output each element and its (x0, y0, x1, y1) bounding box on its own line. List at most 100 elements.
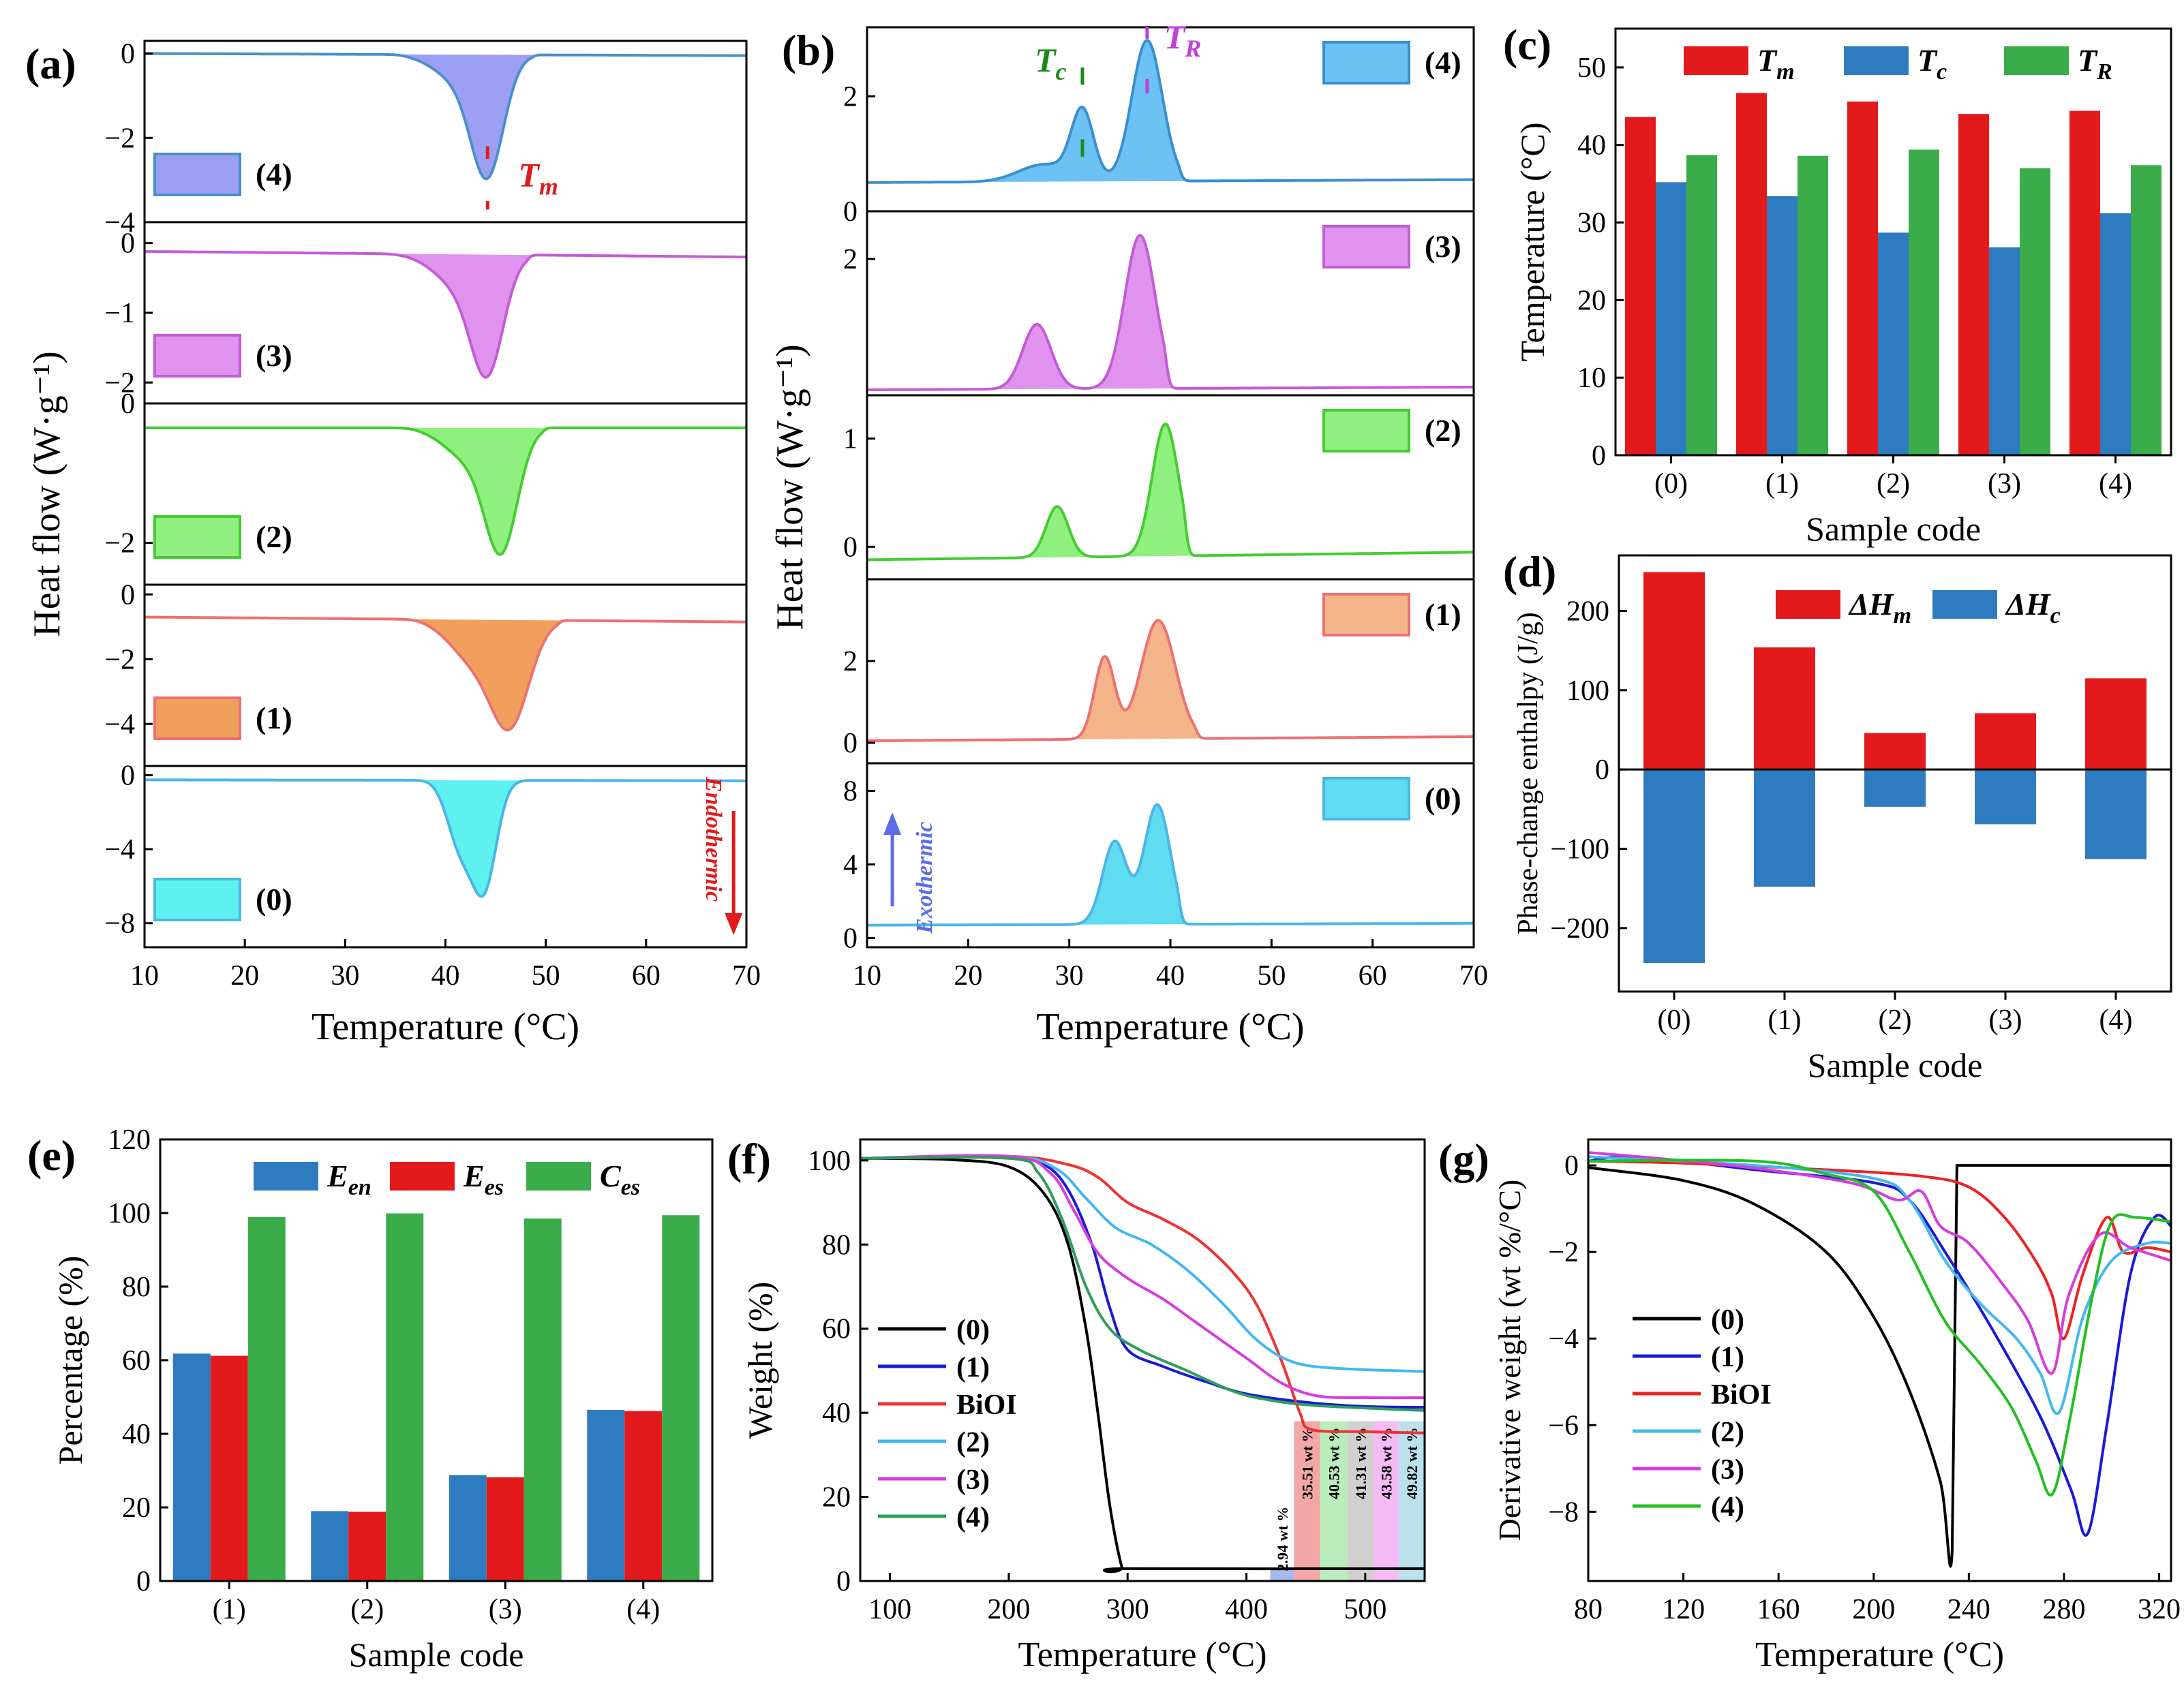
x-tick-label: 500 (1344, 1594, 1386, 1625)
legend-swatch (153, 334, 241, 378)
bar-ΔHm-(0) (1643, 572, 1705, 770)
wt-annotation: 35.51 wt % (1299, 1427, 1316, 1499)
peak-area-(4) (958, 40, 1187, 183)
legend-swatch (153, 878, 241, 921)
legend-label-(4): (4) (956, 1502, 990, 1533)
legend-label-(3): (3) (1711, 1454, 1744, 1486)
legend-label-BiOI: BiOI (956, 1390, 1017, 1421)
peak-area-(4) (385, 54, 540, 179)
legend-swatch (153, 153, 241, 196)
bar-ΔHc-(1) (1754, 769, 1815, 887)
series-line-(4) (1588, 1158, 2172, 1497)
x-tick-label: 60 (1359, 960, 1387, 992)
bar-TR-(2) (1909, 149, 1939, 455)
x-tick-label: 10 (130, 960, 159, 992)
exothermic-label: Exothermic (912, 822, 937, 934)
y-tick-label: 1 (843, 424, 858, 455)
legend-label-(3): (3) (956, 1464, 990, 1496)
y-tick-label: 40 (122, 1419, 151, 1450)
x-tick-label: 10 (853, 960, 881, 992)
tr-annotation: TR (1164, 18, 1202, 62)
series-line-(0) (860, 1156, 1425, 1574)
peak-area-(1) (978, 620, 1203, 740)
y-tick-label: 8 (843, 776, 858, 808)
curve-(1) (867, 619, 1474, 742)
bar-Ees-(3) (486, 1477, 524, 1581)
wt-annotation: 43.58 wt % (1378, 1427, 1395, 1499)
x-axis-label: Temperature (°C) (1036, 1006, 1304, 1048)
peak-area-(3) (375, 254, 535, 378)
legend-label: (3) (256, 338, 292, 373)
legend-swatch-Tc (1844, 46, 1909, 75)
y-axis-label: Weight (%) (741, 1282, 779, 1439)
subplot-a-2: 0 −2 (2) (104, 388, 748, 586)
y-tick-label: 30 (1577, 208, 1606, 239)
y-tick-label: 0 (843, 923, 858, 955)
x-tick-label: 100 (868, 1594, 911, 1625)
y-tick-label: 0 (1592, 440, 1606, 472)
curve-(4) (867, 38, 1474, 184)
legend-label: (2) (1425, 413, 1461, 448)
bar-Ees-(1) (210, 1355, 248, 1581)
y-tick-label: −8 (104, 908, 135, 940)
legend-swatch-Tm (1684, 46, 1748, 75)
x-tick-label: (4) (2099, 1004, 2133, 1036)
curve-(1) (145, 615, 746, 732)
legend-label-(2): (2) (956, 1427, 990, 1458)
panel-label: (c) (1503, 20, 1551, 69)
y-tick-label: 10 (1577, 363, 1606, 394)
y-tick-label: 20 (822, 1482, 851, 1514)
bar-Ees-(4) (624, 1411, 663, 1581)
y-tick-label: −2 (104, 644, 135, 675)
panel-label: (f) (727, 1135, 771, 1183)
legend-label-Tm: Tm (1757, 43, 1795, 85)
bar-Tc-(2) (1878, 232, 1909, 455)
curve-(0) (145, 778, 746, 898)
x-axis-label: Sample code (1808, 1046, 1983, 1084)
series-line-(3) (1588, 1151, 2172, 1375)
legend-label-Ees: Ees (463, 1158, 504, 1200)
shade-band (1294, 1421, 1320, 1581)
y-tick-label: 0 (1595, 754, 1609, 786)
legend-label-ΔHm: ΔHm (1848, 587, 1911, 628)
bar-Een-(1) (172, 1353, 211, 1581)
panel-a: 0−2−4(4)0−1−2(3)0−2 (2)0−2−4 (1)0−4−8(0)10… (25, 39, 761, 1048)
plot-frame (1587, 1138, 2172, 1582)
legend-label-BiOI: BiOI (1711, 1379, 1772, 1411)
y-tick-label: −200 (1550, 913, 1609, 945)
y-tick-label: −8 (1548, 1497, 1579, 1528)
y-tick-label: −4 (1548, 1323, 1579, 1355)
y-tick-label: 100 (808, 1146, 851, 1177)
panel-d: −200 −100 0 100 200 (0) (1) (2) (3) (4) Sample cod… (1503, 547, 2172, 1084)
x-tick-label: (1) (1768, 1004, 1802, 1036)
y-tick-label: 0 (121, 761, 135, 792)
bar-Tm-(3) (1958, 114, 1989, 455)
bar-Een-(4) (587, 1409, 625, 1581)
y-tick-label: 80 (822, 1229, 851, 1261)
legend-label: (0) (256, 882, 292, 917)
legend-swatch (153, 515, 241, 559)
bar-Ces-(3) (524, 1218, 562, 1581)
peak-area-(2) (958, 424, 1192, 559)
legend-label-(1): (1) (1711, 1342, 1744, 1373)
bar-Tm-(4) (2069, 110, 2100, 455)
curve-(3) (145, 250, 747, 379)
panel-f: 2.94 wt % 35.51 wt % 40.53 wt % 41.31 wt % 4… (727, 1135, 1426, 1674)
bar-ΔHc-(0) (1643, 769, 1705, 964)
subplot-b-2: 0 1 (2) (843, 394, 1475, 581)
y-tick-label: 60 (822, 1314, 851, 1345)
x-tick-label: 50 (1257, 960, 1286, 992)
legend-label-(0): (0) (1711, 1304, 1744, 1336)
panel-label: (a) (25, 40, 76, 88)
y-tick-label: −2 (104, 528, 135, 559)
shade-band (1398, 1421, 1425, 1581)
legend-label-(2): (2) (1711, 1417, 1744, 1448)
bar-ΔHm-(1) (1754, 647, 1815, 770)
x-tick-label: (3) (489, 1594, 522, 1625)
legend-swatch-ΔHm (1776, 590, 1840, 619)
wt-annotation: 2.94 wt % (1274, 1507, 1291, 1571)
x-axis-label: Sample code (1806, 510, 1981, 548)
legend-swatch (1322, 225, 1410, 268)
bar-Tm-(2) (1847, 101, 1878, 456)
x-tick-label: (0) (1658, 1004, 1691, 1036)
